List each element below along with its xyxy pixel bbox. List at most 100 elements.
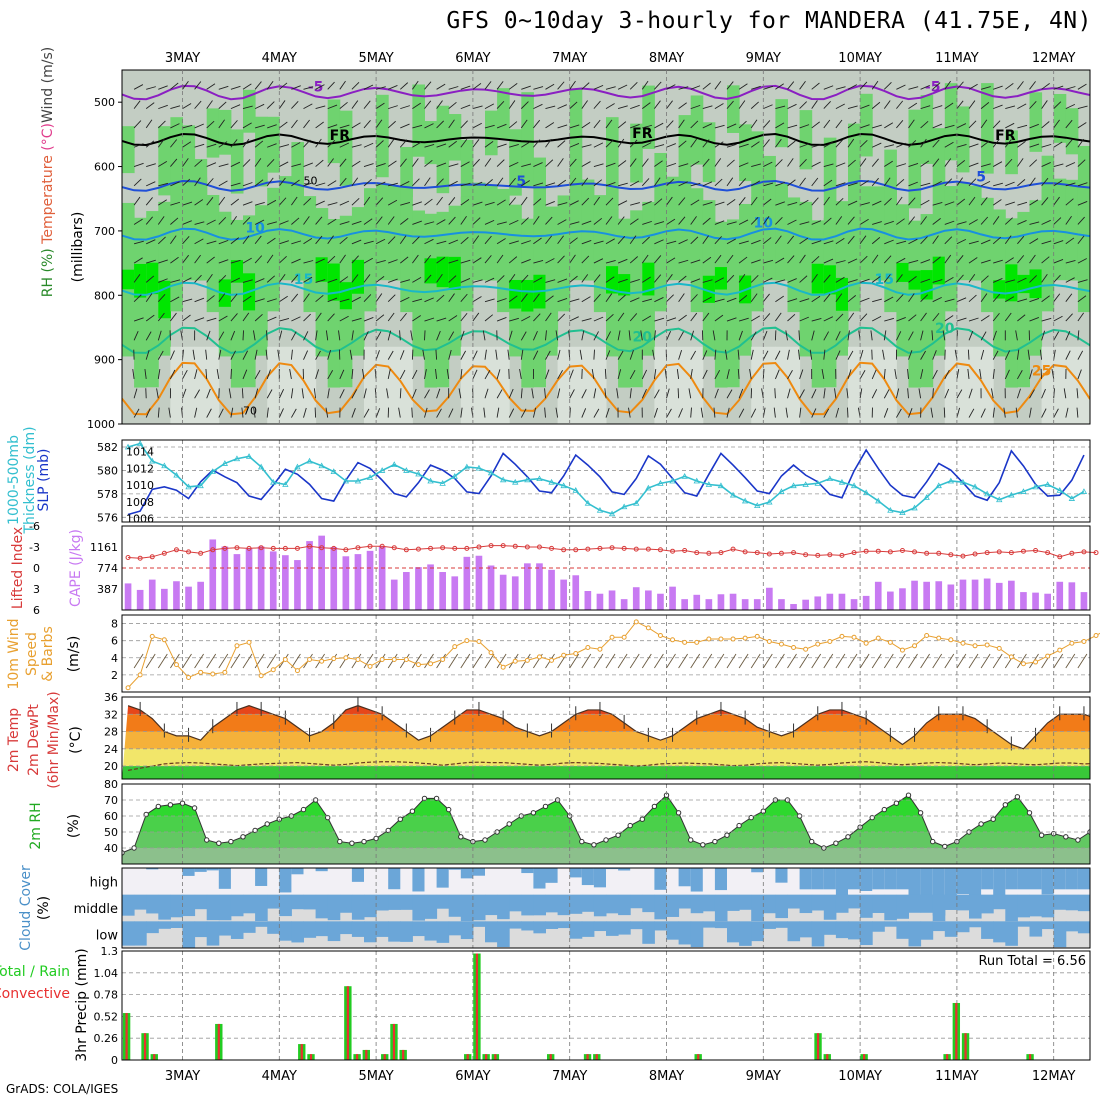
temp-ylabel2: 2m DewPt: [26, 704, 42, 776]
cloud-cell: [944, 894, 958, 909]
wind-barb: [182, 141, 192, 148]
wind-speed-marker: [1093, 633, 1099, 639]
wind-barb: [338, 330, 341, 341]
wind-barb: [194, 100, 202, 109]
thickness-marker: [923, 494, 930, 500]
li-marker: [682, 548, 688, 553]
wind-barb: [750, 101, 759, 109]
wind-barb: [472, 279, 483, 283]
wind-barb: [363, 653, 374, 669]
wind-barb: [714, 653, 725, 669]
wind-barb: [146, 163, 156, 167]
wind-barb: [725, 349, 728, 360]
wind-barb: [799, 407, 802, 418]
wind-barb: [883, 100, 891, 109]
wind-barb: [1053, 119, 1060, 129]
wind-barb: [158, 278, 168, 283]
wind-barb: [279, 317, 290, 322]
wind-barb: [533, 260, 544, 264]
cape-bar: [499, 574, 507, 610]
wind-barb: [170, 217, 179, 225]
wind-barb: [254, 313, 263, 322]
wind-speed-marker: [476, 639, 482, 645]
cloud-cell: [920, 894, 934, 913]
cloud-cell: [315, 868, 329, 872]
wind-barb: [678, 275, 687, 283]
wind-barb: [509, 240, 519, 245]
wind-barb: [325, 330, 329, 341]
cloud-cell: [339, 868, 353, 895]
rh-cell: [400, 346, 413, 424]
wind-barb: [253, 330, 256, 341]
wind-barb: [254, 255, 263, 264]
wind-barb: [714, 158, 722, 167]
cloud-cell: [376, 921, 389, 937]
ytick-label: 36: [104, 691, 118, 704]
wind-barb: [301, 388, 304, 399]
wind-barb: [811, 144, 822, 148]
convective-bar: [595, 1054, 598, 1060]
rh-cell: [279, 346, 292, 424]
wind-barb: [967, 368, 970, 379]
rh-marker: [409, 808, 416, 814]
wind-barb: [424, 330, 426, 341]
cloud-cell: [182, 868, 196, 876]
wind-barb: [412, 653, 422, 669]
wind-barb: [399, 350, 405, 360]
wind-barb: [823, 85, 834, 90]
cloud-cell: [424, 921, 438, 941]
rh-cell: [666, 346, 680, 424]
wind-barb: [920, 105, 931, 110]
wind-barb: [944, 220, 955, 225]
wind-barb: [182, 388, 187, 399]
wind-barb: [1041, 273, 1048, 283]
wind-barb: [412, 276, 422, 283]
convective-bar: [125, 1013, 128, 1060]
wind-barb: [1029, 159, 1038, 167]
wind-speed-marker: [415, 662, 421, 668]
wind-speed-marker: [778, 641, 784, 647]
wind-barb: [652, 349, 655, 360]
wind-barb: [932, 388, 934, 399]
wind-barb: [774, 369, 780, 380]
wind-barb: [387, 350, 394, 360]
cloud-cell: [146, 868, 159, 895]
rh-cell: [606, 117, 619, 211]
rh-marker: [688, 837, 694, 843]
cloud-cell: [194, 894, 208, 910]
wind-barb: [279, 220, 289, 225]
wind-barb: [520, 408, 527, 418]
cloud-cell: [364, 894, 377, 918]
cloud-cell: [146, 921, 159, 934]
wind-barb: [847, 84, 858, 90]
isotherm-label: FR: [632, 126, 653, 142]
wind-barb: [460, 104, 471, 110]
wind-barb: [956, 255, 964, 264]
wind-barb: [763, 104, 773, 110]
wind-barb: [726, 254, 734, 264]
wind-barb: [751, 85, 761, 90]
wind-barb: [654, 389, 660, 399]
wind-barb: [968, 120, 977, 129]
rh-marker: [833, 840, 839, 846]
wind-barb: [871, 101, 881, 109]
wind-barb: [834, 388, 837, 399]
wind-barb: [581, 408, 587, 418]
cloud-cell: [1053, 894, 1067, 910]
wind-barb: [386, 388, 389, 399]
wind-barb: [133, 274, 141, 283]
rh-marker: [579, 838, 585, 845]
cloud-cell: [1017, 894, 1030, 918]
wind-barb: [1077, 138, 1085, 148]
wind-barb: [496, 100, 505, 109]
wind-barb: [847, 138, 855, 148]
cloud-cell: [400, 894, 413, 910]
wind-barb: [980, 163, 991, 167]
wind-barb: [702, 123, 713, 129]
wind-barb: [932, 139, 940, 148]
wind-barb: [932, 123, 943, 129]
date-label-bottom: 9MAY: [746, 1069, 781, 1084]
wind-barb: [1077, 216, 1085, 225]
wind-barb: [1065, 407, 1069, 418]
wind-barb: [375, 163, 386, 167]
